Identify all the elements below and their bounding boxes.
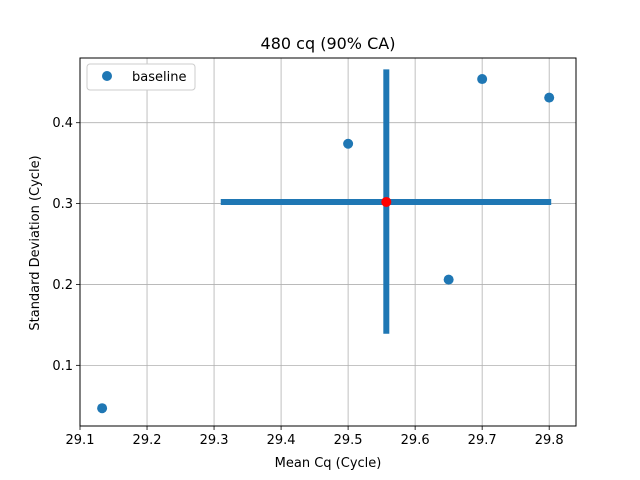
x-tick-label: 29.4	[267, 433, 296, 448]
legend-box	[86, 63, 196, 91]
x-axis-ticks: 29.1 29.2 29.3 29.4 29.5 29.6 29.7 29.8	[66, 426, 564, 448]
x-tick-label: 29.6	[401, 433, 430, 448]
data-point	[97, 403, 108, 414]
data-point	[477, 74, 488, 85]
x-tick-label: 29.1	[66, 433, 95, 448]
plot-area	[80, 58, 576, 426]
y-tick-label: 0.3	[52, 197, 73, 212]
x-tick-label: 29.7	[468, 433, 497, 448]
legend-label-baseline: baseline	[132, 70, 186, 85]
y-axis-ticks: 0.1 0.2 0.3 0.4	[52, 116, 80, 374]
x-tick-label: 29.5	[334, 433, 363, 448]
plot-frame	[79, 57, 577, 427]
y-tick-label: 0.2	[52, 278, 73, 293]
y-tick-label: 0.1	[52, 359, 73, 374]
chart-title: 480 cq (90% CA)	[261, 34, 396, 53]
center-point	[381, 196, 392, 207]
y-axis-label: Standard Deviation (Cycle)	[28, 155, 43, 330]
x-tick-label: 29.8	[535, 433, 564, 448]
data-point	[443, 274, 454, 285]
x-tick-label: 29.2	[133, 433, 162, 448]
legend-marker-baseline	[102, 71, 112, 81]
data-point	[343, 138, 354, 149]
y-tick-label: 0.4	[52, 116, 73, 131]
data-points	[97, 74, 555, 414]
data-point	[544, 92, 555, 103]
x-tick-label: 29.3	[200, 433, 229, 448]
legend: baseline	[86, 63, 196, 91]
x-axis-label: Mean Cq (Cycle)	[275, 456, 382, 471]
